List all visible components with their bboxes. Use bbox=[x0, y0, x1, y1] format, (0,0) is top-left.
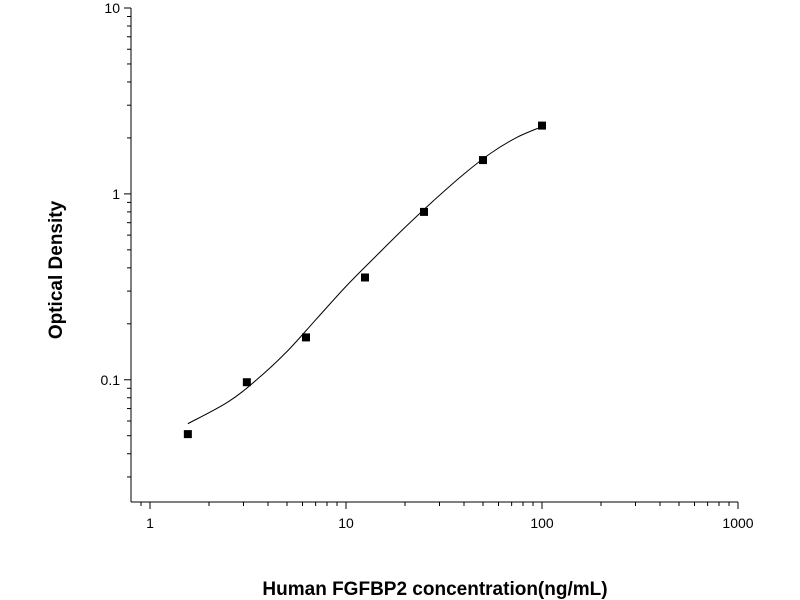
y-tick-label: 0.1 bbox=[101, 372, 121, 388]
plot-axes bbox=[130, 8, 738, 503]
x-axis-ticks bbox=[140, 502, 739, 509]
fit-curve-group bbox=[187, 126, 543, 425]
x-tick-label: 100 bbox=[530, 515, 554, 531]
y-axis-tick-labels: 0.1 1 10 bbox=[101, 0, 121, 388]
y-tick-label: 1 bbox=[112, 186, 120, 202]
x-axis-tick-labels: 1 10 100 1000 bbox=[146, 515, 754, 531]
fit-curve bbox=[187, 126, 543, 425]
y-tick-label: 10 bbox=[104, 0, 120, 16]
x-tick-label: 10 bbox=[338, 515, 354, 531]
data-points bbox=[183, 121, 546, 439]
data-point bbox=[478, 156, 487, 165]
data-point bbox=[419, 207, 428, 216]
data-point bbox=[183, 430, 192, 439]
data-point bbox=[360, 273, 369, 282]
y-axis-ticks bbox=[124, 7, 131, 478]
x-tick-label: 1 bbox=[146, 515, 154, 531]
y-axis-label: Optical Density bbox=[46, 200, 67, 339]
x-axis-label: Human FGFBP2 concentration(ng/mL) bbox=[262, 579, 607, 600]
data-point bbox=[301, 333, 310, 342]
data-point bbox=[242, 378, 251, 387]
x-tick-label: 1000 bbox=[722, 515, 753, 531]
data-point bbox=[537, 121, 546, 130]
